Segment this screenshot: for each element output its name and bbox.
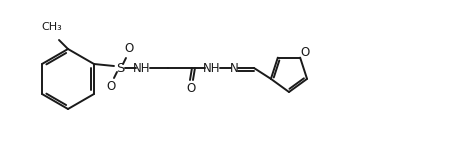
Text: N: N [230,62,238,75]
Text: NH: NH [203,62,221,75]
Text: NH: NH [133,62,151,75]
Text: O: O [125,43,134,56]
Text: O: O [106,81,116,94]
Text: O: O [300,46,310,59]
Text: O: O [186,82,196,95]
Text: CH₃: CH₃ [42,22,63,32]
Text: S: S [116,62,124,75]
